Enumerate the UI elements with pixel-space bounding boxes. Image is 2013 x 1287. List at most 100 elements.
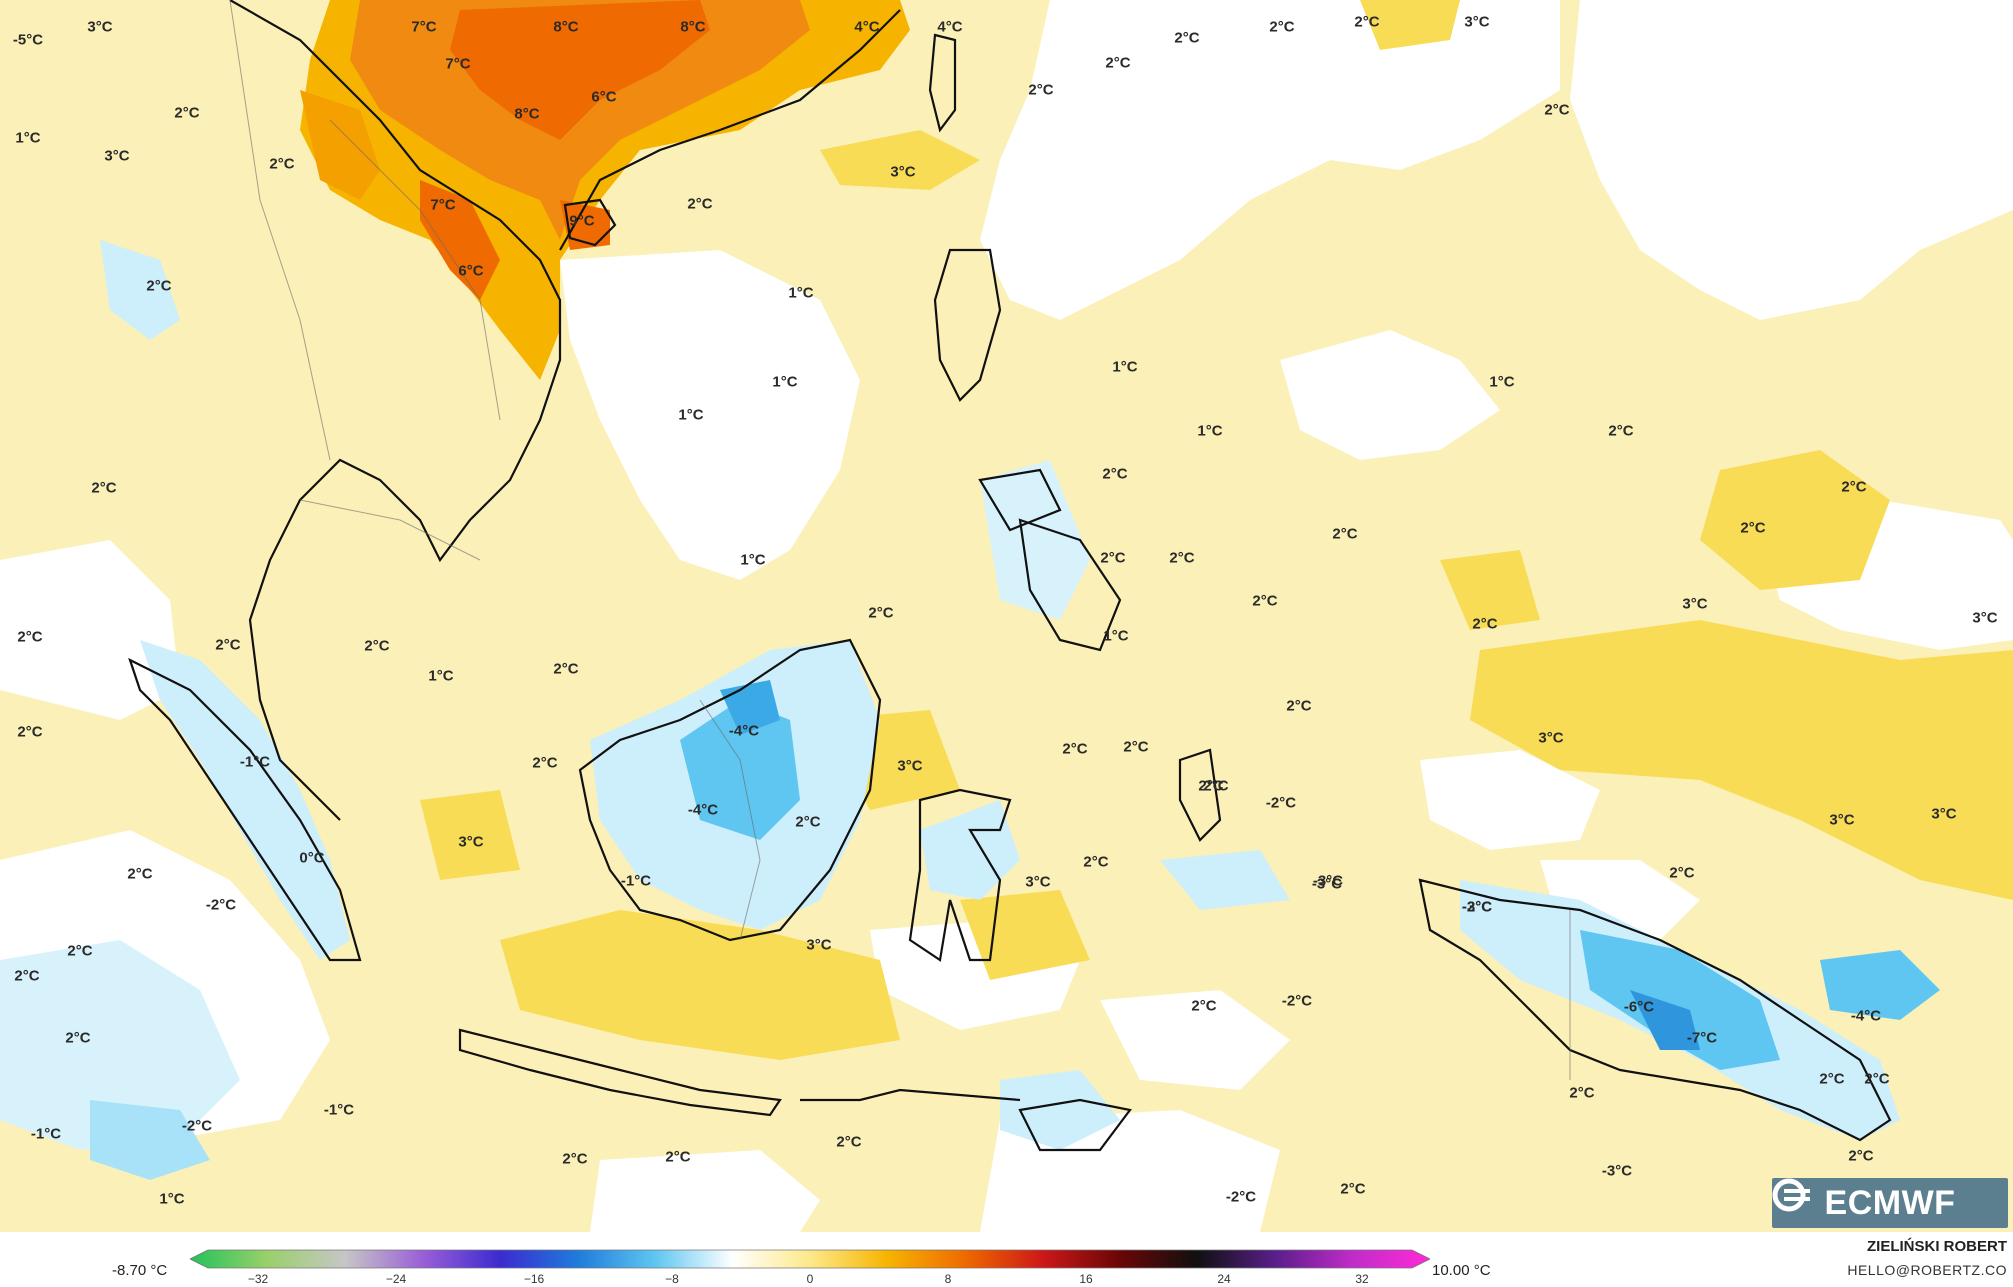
temperature-label: 2°C xyxy=(1848,1147,1874,1165)
temperature-label: 2°C xyxy=(127,865,153,883)
temperature-label: -4°C xyxy=(1850,1007,1882,1025)
temperature-label: -2°C xyxy=(1225,1188,1257,1206)
colorbar-ramp xyxy=(190,1249,1430,1269)
temperature-label: 2°C xyxy=(215,636,241,654)
temperature-label: 8°C xyxy=(680,18,706,36)
temperature-label: 1°C xyxy=(428,667,454,685)
cool-areas xyxy=(0,240,1940,1180)
temperature-label: 1°C xyxy=(678,406,704,424)
temperature-label: 2°C xyxy=(553,660,579,678)
coastlines xyxy=(128,0,1892,1152)
map-field xyxy=(0,0,2013,1232)
temperature-label: 3°C xyxy=(1682,595,1708,613)
colorbar-tick-label: −24 xyxy=(385,1272,407,1286)
temperature-label: -2°C xyxy=(1265,794,1297,812)
temperature-label: 2°C xyxy=(868,604,894,622)
colorbar-tick-label: −32 xyxy=(247,1272,269,1286)
temperature-colorbar xyxy=(190,1249,1430,1269)
temperature-anomaly-map: -5°C 3°C 7°C 8°C 8°C 4°C 4°C 2°C 3°C 2°C 2°C 7°C 6°C… xyxy=(0,0,2013,1232)
temperature-label: 3°C xyxy=(897,757,923,775)
temperature-label: -4°C xyxy=(687,801,719,819)
temperature-label: 2°C xyxy=(17,723,43,741)
temperature-label: -4°C xyxy=(728,722,760,740)
temperature-label: 2°C xyxy=(1472,615,1498,633)
temperature-label: 2°C xyxy=(65,1029,91,1047)
temperature-label: 2°C xyxy=(1252,592,1278,610)
temperature-label: 2°C xyxy=(1062,740,1088,758)
temperature-label: 1°C xyxy=(1197,422,1223,440)
temperature-label: 3°C xyxy=(1829,811,1855,829)
warm-bands xyxy=(420,0,2013,1060)
temperature-label: -5°C xyxy=(12,31,44,49)
temperature-label: 1°C xyxy=(740,551,766,569)
ecmwf-logo-text: ECMWF xyxy=(1824,1183,1956,1222)
temperature-label: 1°C xyxy=(1103,627,1129,645)
temperature-label: 2°C xyxy=(795,813,821,831)
legend-min-label: -8.70 °C xyxy=(112,1262,168,1279)
temperature-label: 1°C xyxy=(788,284,814,302)
temperature-label: 7°C xyxy=(411,18,437,36)
admin-borders xyxy=(229,0,1571,1080)
temperature-label: 2°C xyxy=(1340,1180,1366,1198)
temperature-label: 2°C xyxy=(1569,1084,1595,1102)
temperature-label: 2°C xyxy=(146,277,172,295)
temperature-label: -1°C xyxy=(239,753,271,771)
temperature-label: 1°C xyxy=(772,373,798,391)
temperature-label: 1°C xyxy=(1112,358,1138,376)
temperature-label: 2°C xyxy=(1174,29,1200,47)
temperature-label: 2°C xyxy=(1100,549,1126,567)
temperature-label: 3°C xyxy=(1972,609,1998,627)
temperature-label: 3°C xyxy=(87,18,113,36)
temperature-label: 2°C xyxy=(1105,54,1131,72)
temperature-label: 2°C xyxy=(364,637,390,655)
temperature-label: 2°C xyxy=(1544,101,1570,119)
author-credit: ZIELIŃSKI ROBERT xyxy=(1866,1238,2007,1255)
temperature-label: 3°C xyxy=(806,936,832,954)
temperature-label: 8°C xyxy=(553,18,579,36)
colorbar-tick-label: 16 xyxy=(1079,1272,1093,1286)
temperature-label: 3°C xyxy=(1538,729,1564,747)
temperature-label: 2°C xyxy=(1864,1070,1890,1088)
colorbar-tick-label: −16 xyxy=(523,1272,545,1286)
temperature-label: 2°C xyxy=(1169,549,1195,567)
temperature-label: 9°C xyxy=(569,212,595,230)
temperature-label: 2°C xyxy=(1269,18,1295,36)
temperature-label: 2°C xyxy=(1198,777,1224,795)
temperature-label: -2°C xyxy=(205,896,237,914)
temperature-label: 3°C xyxy=(104,147,130,165)
temperature-label: 2°C xyxy=(665,1148,691,1166)
temperature-label: 2°C xyxy=(1203,777,1229,795)
temperature-label: 6°C xyxy=(591,88,617,106)
temperature-label: 2°C xyxy=(1669,864,1695,882)
colorbar-tick-label: 32 xyxy=(1355,1272,1369,1286)
temperature-label: 2°C xyxy=(1286,697,1312,715)
temperature-label: 7°C xyxy=(445,55,471,73)
temperature-label: 2°C xyxy=(14,967,40,985)
temperature-label: -6°C xyxy=(1623,998,1655,1016)
temperature-label: -1°C xyxy=(30,1125,62,1143)
temperature-label: 3°C xyxy=(1931,805,1957,823)
temperature-label: 2°C xyxy=(1191,997,1217,1015)
temperature-label: 8°C xyxy=(514,105,540,123)
temperature-label: 3°C xyxy=(1025,873,1051,891)
temperature-label: 4°C xyxy=(937,18,963,36)
temperature-label: 2°C xyxy=(1608,422,1634,440)
legend-max-label: 10.00 °C xyxy=(1432,1262,1491,1279)
temperature-label: 4°C xyxy=(854,18,880,36)
temperature-label: 1°C xyxy=(159,1190,185,1208)
temperature-label: -7°C xyxy=(1686,1029,1718,1047)
author-email: HELLO@ROBERTZ.CO xyxy=(1847,1262,2007,1278)
temperature-label: 2°C xyxy=(67,942,93,960)
colorbar-tick-label: −8 xyxy=(665,1272,679,1286)
temperature-label: -3°C xyxy=(1461,898,1493,916)
temperature-label: 2°C xyxy=(1083,853,1109,871)
temperature-label: 2°C xyxy=(1841,478,1867,496)
temperature-label: 2°C xyxy=(1102,465,1128,483)
temperature-label: -1°C xyxy=(620,872,652,890)
colorbar-tick-label: 8 xyxy=(944,1272,952,1286)
temperature-label: 2°C xyxy=(269,155,295,173)
temperature-label: 2°C xyxy=(562,1150,588,1168)
temperature-label: -3°C xyxy=(1601,1162,1633,1180)
colorbar-tick-label: 0 xyxy=(806,1272,814,1286)
